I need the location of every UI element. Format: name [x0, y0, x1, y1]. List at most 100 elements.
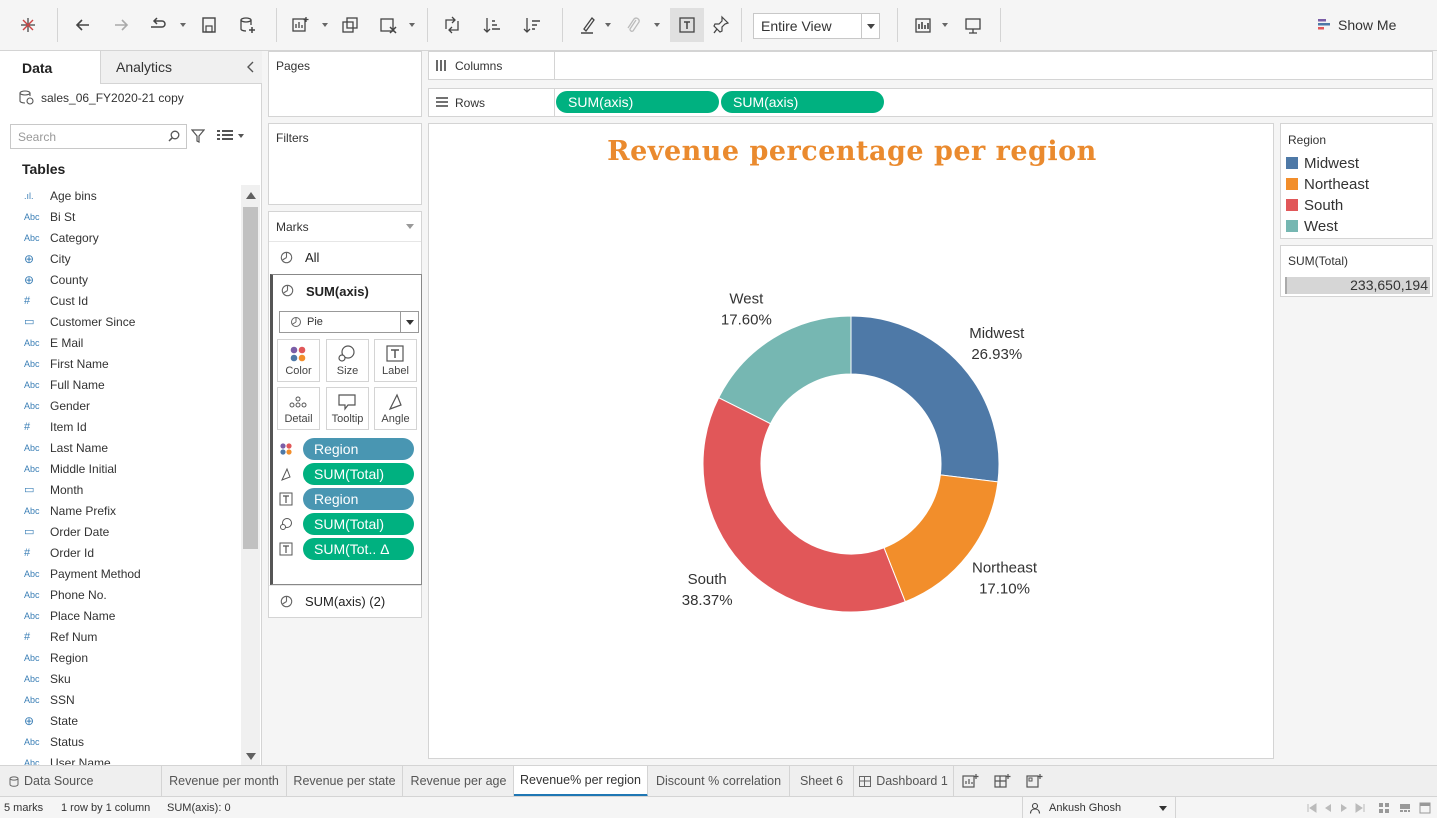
field-item[interactable]: Abc Sku	[0, 668, 240, 689]
field-item[interactable]: ▭ Order Date	[0, 521, 240, 542]
new-worksheet-icon[interactable]	[287, 12, 313, 38]
filter-icon[interactable]	[191, 129, 205, 143]
sheet-tab[interactable]: Data Source	[0, 766, 162, 796]
sheet-tab[interactable]: Revenue per age	[404, 766, 514, 796]
duplicate-icon[interactable]	[337, 12, 363, 38]
field-item[interactable]: # Order Id	[0, 542, 240, 563]
mark-type-select[interactable]: Pie	[279, 311, 419, 333]
field-item[interactable]: Abc Phone No.	[0, 584, 240, 605]
marks-pill[interactable]: SUM(Total)	[303, 513, 414, 535]
field-item[interactable]: ▭ Customer Since	[0, 311, 240, 332]
field-item[interactable]: # Ref Num	[0, 626, 240, 647]
clear-icon[interactable]	[375, 12, 401, 38]
field-item[interactable]: Abc Payment Method	[0, 563, 240, 584]
save-icon[interactable]	[196, 12, 222, 38]
field-item[interactable]: Abc Name Prefix	[0, 500, 240, 521]
scroll-up-icon[interactable]	[246, 192, 256, 199]
field-item[interactable]: ⊕ State	[0, 710, 240, 731]
field-item[interactable]: Abc Gender	[0, 395, 240, 416]
chart-dropdown[interactable]	[940, 12, 950, 38]
marks-pill[interactable]: Region	[303, 438, 414, 460]
last-sheet-icon[interactable]	[1354, 802, 1366, 814]
user-menu[interactable]: Ankush Ghosh	[1022, 797, 1176, 818]
new-worksheet-dropdown[interactable]	[320, 12, 330, 38]
field-item[interactable]: Abc Bi St	[0, 206, 240, 227]
sheet-tab[interactable]: Dashboard 1	[854, 766, 954, 796]
pages-card[interactable]: Pages	[268, 51, 422, 117]
fit-mode-select[interactable]: Entire View	[753, 13, 880, 39]
show-me-button[interactable]: Show Me	[1316, 12, 1396, 38]
group-icon[interactable]	[620, 12, 646, 38]
new-story-icon[interactable]	[1026, 773, 1044, 789]
chevron-down-icon[interactable]	[406, 224, 414, 229]
clear-dropdown[interactable]	[407, 12, 417, 38]
angle-button[interactable]: Angle	[374, 387, 417, 430]
field-item[interactable]: Abc Status	[0, 731, 240, 752]
filmstrip-view-icon[interactable]	[1399, 802, 1411, 814]
field-item[interactable]: Abc First Name	[0, 353, 240, 374]
tab-data[interactable]: Data	[0, 51, 100, 84]
marks-pill[interactable]: Region	[303, 488, 414, 510]
labels-icon[interactable]	[670, 8, 704, 42]
scrollbar[interactable]	[241, 185, 260, 765]
sort-ascending-icon[interactable]	[479, 12, 505, 38]
sheet-tab[interactable]: Revenue per state	[287, 766, 403, 796]
new-datasource-icon[interactable]	[234, 12, 260, 38]
marks-all-row[interactable]: All	[269, 241, 421, 273]
pie-slice-west[interactable]	[718, 315, 852, 425]
pie-slice-midwest[interactable]	[850, 315, 1000, 483]
filters-card[interactable]: Filters	[268, 123, 422, 205]
tabs-view-icon[interactable]	[1419, 802, 1431, 814]
field-item[interactable]: Abc Middle Initial	[0, 458, 240, 479]
field-item[interactable]: .ıl. Age bins	[0, 185, 240, 206]
legend-item[interactable]: Northeast	[1285, 174, 1430, 194]
rows-shelf[interactable]: Rows SUM(axis) SUM(axis)	[428, 88, 1433, 117]
size-button[interactable]: Size	[326, 339, 369, 382]
rows-pill[interactable]: SUM(axis)	[556, 91, 719, 113]
datasource-item[interactable]: sales_06_FY2020-21 copy	[18, 89, 184, 106]
first-sheet-icon[interactable]	[1306, 802, 1318, 814]
sort-descending-icon[interactable]	[519, 12, 545, 38]
pin-icon[interactable]	[708, 12, 734, 38]
field-item[interactable]: Abc User Name	[0, 752, 240, 766]
legend-item[interactable]: Midwest	[1285, 153, 1430, 173]
field-item[interactable]: ▭ Month	[0, 479, 240, 500]
swap-icon[interactable]	[439, 12, 465, 38]
rows-pill[interactable]: SUM(axis)	[721, 91, 884, 113]
field-item[interactable]: Abc Category	[0, 227, 240, 248]
tab-analytics[interactable]: Analytics	[100, 51, 262, 84]
search-input[interactable]: Search	[10, 124, 187, 149]
highlight-icon[interactable]	[575, 12, 601, 38]
group-dropdown[interactable]	[652, 12, 662, 38]
legend-item[interactable]: South	[1285, 195, 1430, 215]
prev-sheet-icon[interactable]	[1322, 802, 1334, 814]
field-item[interactable]: # Item Id	[0, 416, 240, 437]
replay-dropdown[interactable]	[178, 12, 188, 38]
tooltip-button[interactable]: Tooltip	[326, 387, 369, 430]
detail-button[interactable]: Detail	[277, 387, 320, 430]
replay-icon[interactable]	[145, 12, 171, 38]
marks-active-row[interactable]: SUM(axis)	[270, 275, 422, 307]
field-item[interactable]: ⊕ County	[0, 269, 240, 290]
new-worksheet-icon[interactable]	[962, 773, 980, 789]
sheet-tab[interactable]: Revenue% per region	[514, 766, 648, 797]
label-button[interactable]: Label	[374, 339, 417, 382]
marks-pill[interactable]: SUM(Tot.. Δ	[303, 538, 414, 560]
undo-icon[interactable]	[70, 12, 96, 38]
view-canvas[interactable]: Revenue percentage per region Midwest 26.…	[428, 123, 1274, 759]
grid-view-icon[interactable]	[1378, 802, 1390, 814]
chart-icon[interactable]	[910, 12, 936, 38]
sheet-tab[interactable]: Discount % correlation	[648, 766, 790, 796]
highlight-dropdown[interactable]	[603, 12, 613, 38]
collapse-pane-icon[interactable]	[244, 60, 258, 74]
next-sheet-icon[interactable]	[1338, 802, 1350, 814]
color-button[interactable]: Color	[277, 339, 320, 382]
field-item[interactable]: Abc E Mail	[0, 332, 240, 353]
scroll-down-icon[interactable]	[246, 753, 256, 760]
field-item[interactable]: Abc Full Name	[0, 374, 240, 395]
field-item[interactable]: Abc Region	[0, 647, 240, 668]
marks-second-row[interactable]: SUM(axis) (2)	[269, 585, 421, 617]
new-dashboard-icon[interactable]	[994, 773, 1012, 789]
field-item[interactable]: ⊕ City	[0, 248, 240, 269]
presentation-icon[interactable]	[960, 12, 986, 38]
